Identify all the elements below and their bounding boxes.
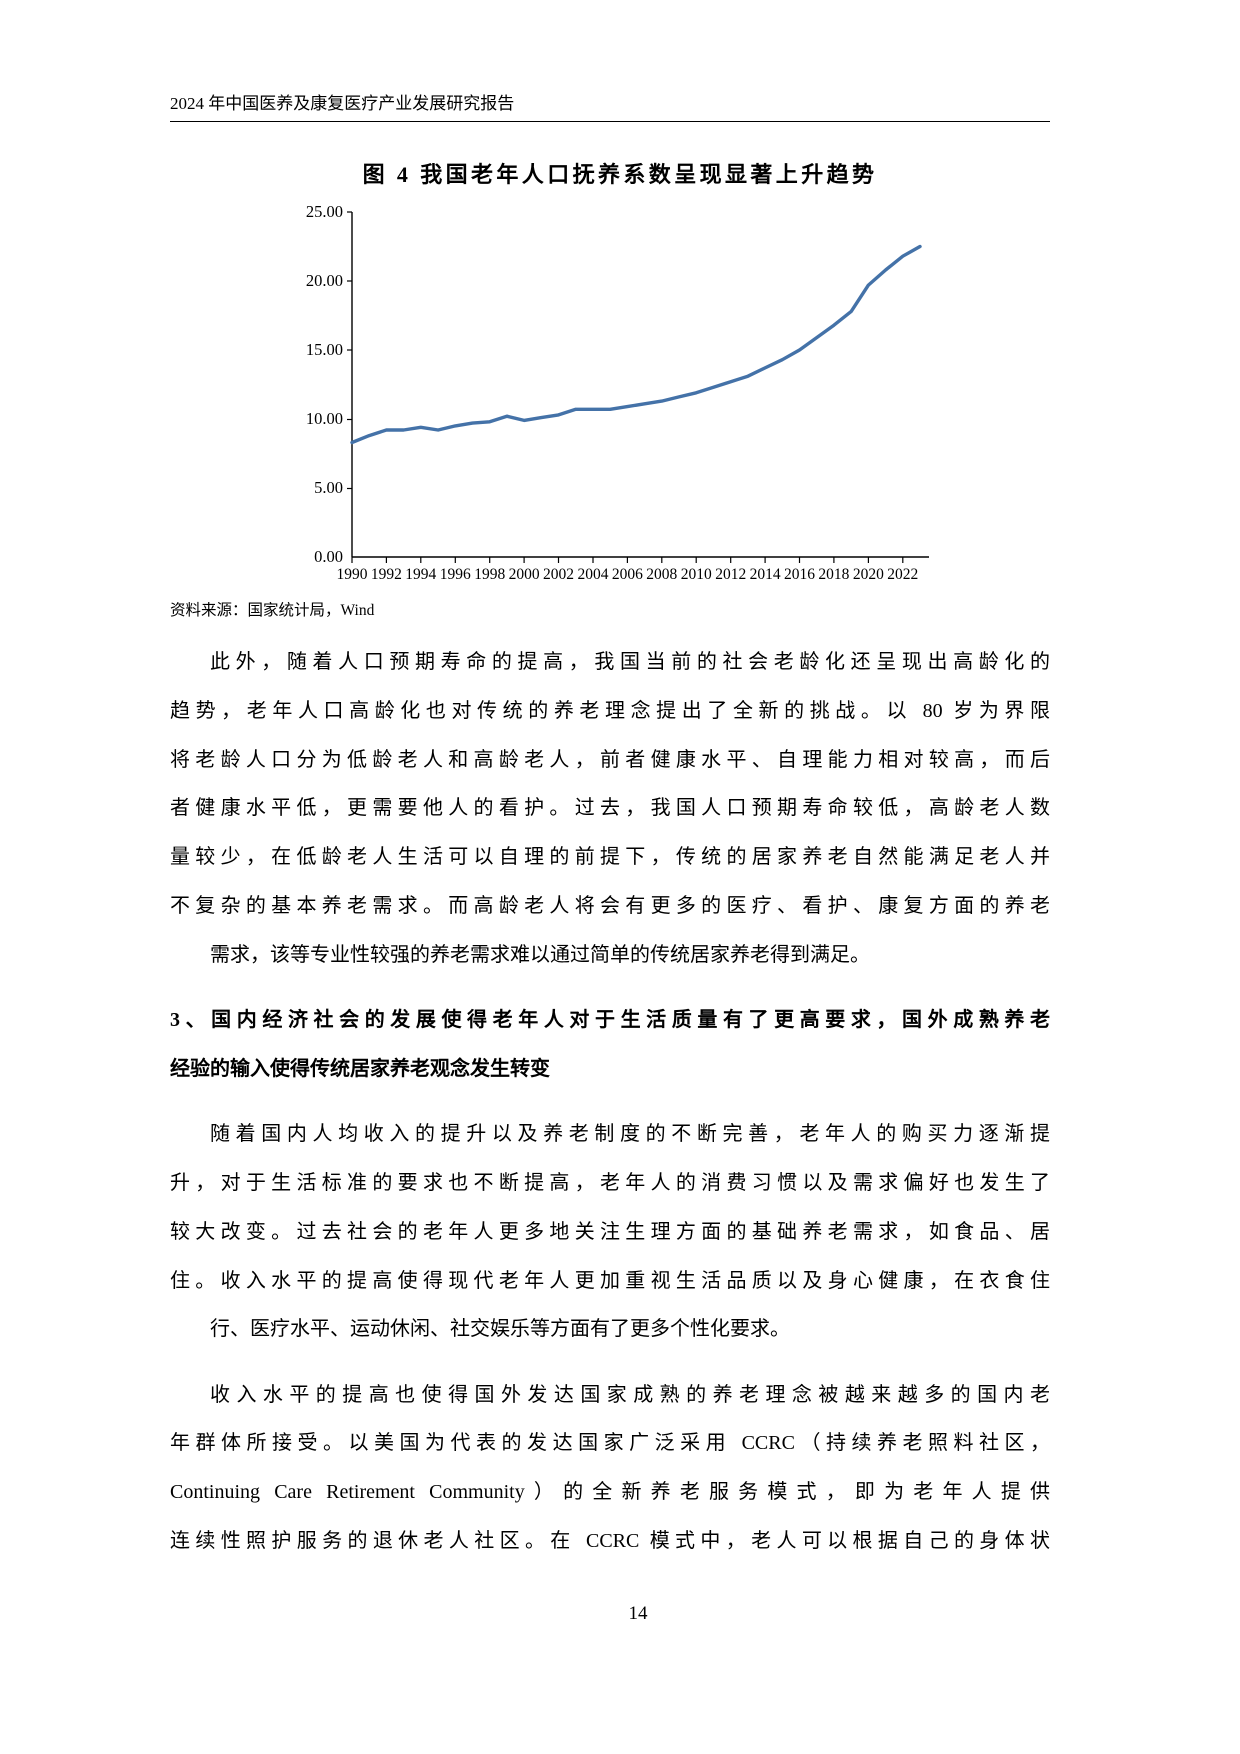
svg-text:2018: 2018 (818, 566, 849, 583)
svg-text:5.00: 5.00 (314, 478, 343, 497)
svg-text:20.00: 20.00 (306, 271, 343, 290)
svg-text:10.00: 10.00 (306, 409, 343, 428)
svg-text:2020: 2020 (853, 566, 884, 583)
svg-text:1990: 1990 (337, 566, 368, 583)
svg-text:2014: 2014 (750, 566, 781, 583)
svg-text:2008: 2008 (646, 566, 677, 583)
svg-text:2004: 2004 (578, 566, 609, 583)
svg-text:1994: 1994 (405, 566, 436, 583)
svg-text:2016: 2016 (784, 566, 815, 583)
svg-text:15.00: 15.00 (306, 340, 343, 359)
svg-text:2010: 2010 (681, 566, 712, 583)
svg-text:2000: 2000 (509, 566, 540, 583)
svg-text:2006: 2006 (612, 566, 643, 583)
svg-text:0.00: 0.00 (314, 547, 343, 566)
svg-text:1996: 1996 (440, 566, 471, 583)
svg-text:2002: 2002 (543, 566, 574, 583)
svg-text:1998: 1998 (474, 566, 505, 583)
svg-text:2012: 2012 (715, 566, 746, 583)
svg-text:1992: 1992 (371, 566, 402, 583)
svg-text:25.00: 25.00 (306, 202, 343, 221)
svg-text:2022: 2022 (887, 566, 918, 583)
